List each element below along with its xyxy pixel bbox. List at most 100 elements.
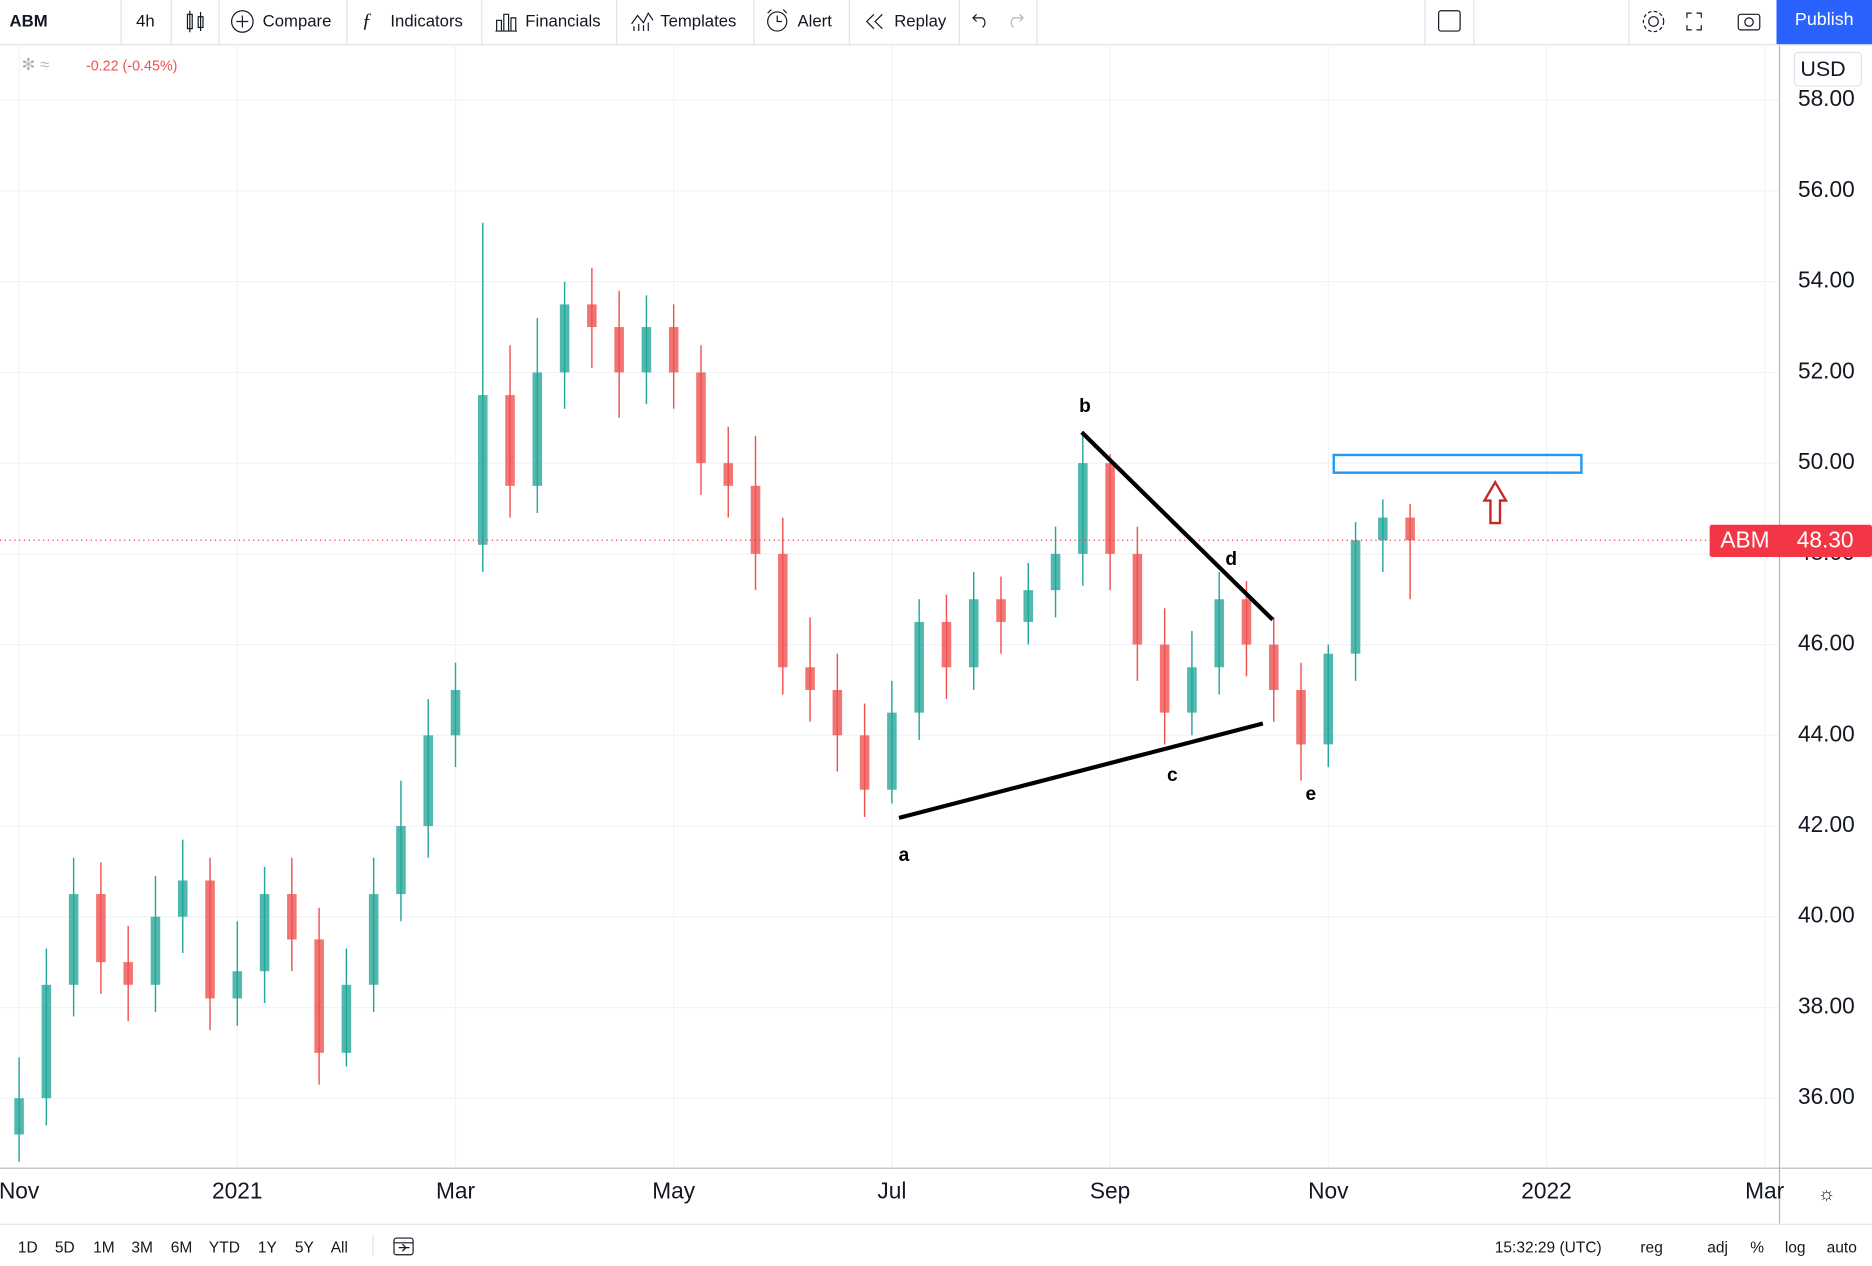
financials[interactable]: Financials (525, 10, 601, 30)
y-tick-label: 52.00 (1798, 357, 1855, 383)
x-tick-label: Mar (436, 1178, 475, 1204)
candle-body (1105, 463, 1115, 554)
trendline (898, 721, 1264, 820)
settings-icons[interactable] (1642, 8, 1761, 34)
y-tick-label: 54.00 (1798, 267, 1855, 293)
x-tick-label: 2021 (212, 1178, 262, 1204)
candle-body (996, 599, 1006, 622)
range[interactable]: 1M (93, 1238, 115, 1256)
candle-body (150, 916, 161, 985)
candle-body (314, 939, 324, 1053)
candle-body (805, 667, 815, 690)
undo-redo[interactable] (971, 12, 1026, 31)
alert-icon[interactable] (765, 8, 791, 34)
candle-body (450, 689, 461, 736)
price-tag-symbol: ABM (1720, 526, 1769, 552)
compare-icon[interactable] (230, 10, 254, 34)
currency[interactable]: USD (1800, 57, 1845, 81)
candle-body (1350, 540, 1361, 654)
y-tick-label: 58.00 (1798, 85, 1855, 111)
publish-button[interactable]: Publish (1776, 0, 1872, 45)
goto-date-icon[interactable] (393, 1236, 414, 1256)
candle-body (1214, 599, 1224, 668)
replay-icon[interactable] (864, 12, 885, 31)
currency-box[interactable] (1793, 51, 1862, 87)
y-tick-label: 44.00 (1798, 720, 1855, 746)
target-zone (1332, 453, 1583, 474)
y-tick-label: 38.00 (1798, 992, 1855, 1018)
candle-body (1159, 644, 1170, 713)
candle-body (41, 984, 52, 1099)
templates[interactable]: Templates (660, 10, 737, 30)
option[interactable]: log (1784, 1238, 1806, 1256)
candle-body (287, 894, 297, 940)
candle-body (341, 984, 352, 1053)
time-axis-settings[interactable]: ☼ (1818, 1184, 1836, 1205)
range[interactable]: 1D (17, 1238, 38, 1256)
x-tick-label: 2022 (1521, 1178, 1571, 1204)
range[interactable]: 5D (54, 1238, 75, 1256)
range[interactable]: 3M (131, 1238, 153, 1256)
candle-body (559, 304, 570, 373)
candle-body (1050, 553, 1061, 591)
wave-label: c (1167, 765, 1178, 786)
indicators[interactable]: Indicators (390, 10, 463, 30)
candle-body (1132, 553, 1143, 645)
candle-body (614, 327, 624, 373)
range[interactable]: 1Y (257, 1238, 277, 1256)
candle-body (1078, 463, 1088, 554)
candle-body (423, 735, 433, 827)
range[interactable]: All (330, 1238, 348, 1256)
chart: ✻ ≈ -0.22 (-0.45%) USD ☼ a b c d e 36.00 38.00… (0, 45, 1872, 1224)
candle-body (259, 894, 270, 972)
candle-body (914, 621, 924, 713)
range[interactable]: 6M (170, 1238, 193, 1256)
interval[interactable]: 4h (136, 10, 155, 30)
y-tick-label: 56.00 (1798, 176, 1855, 202)
candle-body (1296, 689, 1306, 745)
x-tick-label: May (652, 1178, 695, 1204)
range[interactable]: 5Y (294, 1238, 314, 1256)
y-tick-label: 50.00 (1798, 448, 1855, 474)
layout-icon[interactable] (1437, 10, 1461, 34)
range[interactable]: YTD (208, 1238, 240, 1256)
compare[interactable]: Compare (262, 10, 332, 30)
financials-icon[interactable] (494, 10, 518, 34)
candle-body (1405, 517, 1415, 541)
templates-icon[interactable] (630, 10, 654, 34)
option[interactable]: % (1750, 1238, 1765, 1256)
x-tick-label: Mar (1745, 1178, 1784, 1204)
candle-body (587, 304, 597, 328)
candle-body (941, 621, 952, 668)
candle-body (1023, 590, 1034, 622)
candle-body (696, 372, 706, 464)
symbol[interactable]: ABM (9, 10, 48, 30)
candle-body (641, 327, 652, 373)
candle-body (232, 971, 243, 999)
wave-label: d (1225, 549, 1237, 570)
replay[interactable]: Replay (894, 10, 947, 30)
candle-body (832, 689, 843, 736)
candle-body (778, 553, 788, 668)
candle-body (1268, 644, 1279, 690)
candle-body (1323, 653, 1334, 745)
y-tick-label: 42.00 (1798, 811, 1855, 837)
alert[interactable]: Alert (797, 10, 832, 30)
candle-body (177, 880, 188, 917)
chart-type-icon[interactable] (185, 10, 206, 34)
candle-body (1241, 599, 1252, 645)
option[interactable]: auto (1826, 1238, 1857, 1256)
x-tick-label: Jul (877, 1178, 906, 1204)
option[interactable]: adj (1707, 1238, 1728, 1256)
clock[interactable]: 15:32:29 (UTC) (1494, 1238, 1602, 1256)
y-tick-label: 46.00 (1798, 630, 1855, 656)
y-tick-label: 40.00 (1798, 902, 1855, 928)
indicators-icon[interactable]: ƒ (361, 8, 372, 32)
x-tick-label: Nov (0, 1178, 40, 1204)
wave-label: e (1306, 784, 1317, 805)
candle-body (396, 826, 406, 895)
candle-body (1378, 517, 1388, 541)
session[interactable]: reg (1640, 1238, 1663, 1256)
legend-icons: ✻ ≈ (21, 55, 49, 74)
